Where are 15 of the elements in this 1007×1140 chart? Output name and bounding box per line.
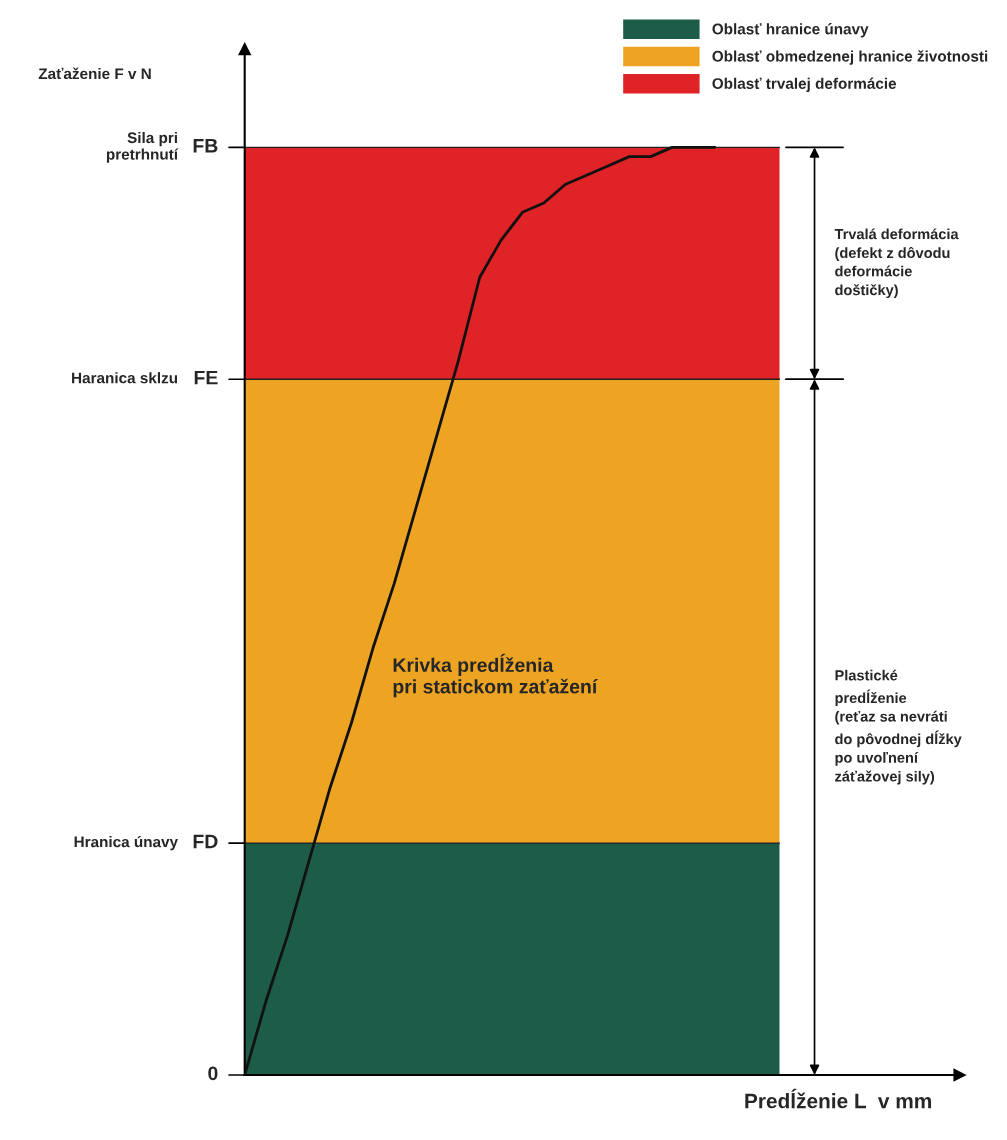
text: Trvalá deformácia (defekt z dôvodu deformácie doštičky) [834, 228, 959, 299]
text: Zaťaženie F v N [38, 67, 151, 80]
text: Haranica sklzu [72, 372, 178, 384]
legend-label: Oblasť hranice únavy [712, 23, 869, 38]
legend-label: Oblasť obmedzenej hranice životnosti [712, 50, 988, 65]
ref-line-label: 0 [208, 1066, 218, 1081]
ref-line-label: FD [193, 834, 218, 849]
legend-label: Oblasť trvalej deformácie [712, 77, 897, 92]
ref-line-label: FB [193, 139, 218, 153]
x-axis-title: Predĺženie L v mm [745, 1088, 932, 1109]
text: Plastické predĺženie (reťaz sa nevráti do pôvodnej dĺžky po uvoľnení záťažovej sily) [835, 669, 962, 785]
ref-line-label: FE [194, 370, 218, 385]
series-label: Krivka predĺženia pri statickom zaťažení [393, 653, 598, 698]
text: Hranica únavy [74, 835, 178, 851]
text: Sila pri pretrhnutí [106, 131, 179, 163]
